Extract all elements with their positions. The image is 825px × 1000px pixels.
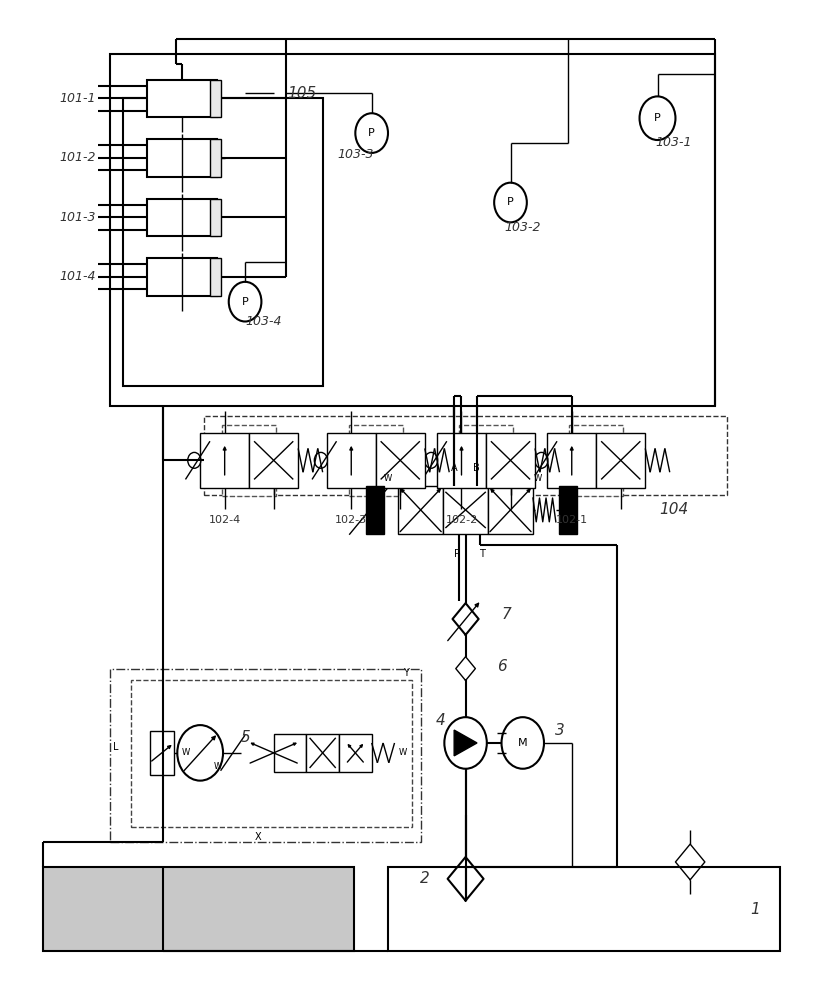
Text: W: W [214,762,222,771]
Polygon shape [454,730,477,756]
Text: 102-1: 102-1 [556,515,587,525]
Bar [398,486,443,534]
Bar [437,433,486,488]
Text: 101-3: 101-3 [59,211,96,224]
Text: P: P [654,113,661,123]
Circle shape [494,183,527,222]
Text: W: W [182,748,191,757]
Bar [147,199,216,236]
Text: 4: 4 [436,713,446,728]
Bar [130,680,412,827]
Text: 7: 7 [502,607,512,622]
Bar [147,139,216,177]
Text: 103-3: 103-3 [337,148,374,161]
Bar [222,425,276,496]
Text: P: P [242,297,248,307]
Circle shape [177,725,223,781]
Circle shape [425,452,437,468]
Text: 105: 105 [288,86,317,101]
Circle shape [445,717,487,769]
Bar [149,731,174,775]
Bar [210,80,221,117]
Bar [488,486,533,534]
Bar [596,433,645,488]
Bar [349,425,403,496]
Circle shape [502,717,544,769]
Bar [249,433,298,488]
Bar [327,433,375,488]
Bar [443,486,488,534]
Text: 102-4: 102-4 [209,515,241,525]
Text: X: X [254,832,261,842]
Text: W: W [534,474,542,483]
Bar [210,258,221,296]
Text: 101-2: 101-2 [59,151,96,164]
Circle shape [229,282,262,322]
Text: 6: 6 [497,659,507,674]
Bar [44,867,354,951]
Text: 103-2: 103-2 [505,221,541,234]
Bar [210,199,221,236]
Bar [375,433,425,488]
Text: P: P [455,549,460,559]
Text: 5: 5 [240,730,250,746]
Bar [147,80,216,117]
Text: B: B [474,463,480,473]
Text: 1: 1 [751,902,761,917]
Text: M: M [518,738,527,748]
Text: 101-4: 101-4 [59,270,96,283]
Circle shape [314,452,328,468]
Text: 102-3: 102-3 [335,515,367,525]
Bar [365,486,384,534]
Bar [547,433,596,488]
Text: 2: 2 [420,871,430,886]
Text: L: L [113,742,119,752]
Bar [486,433,535,488]
Bar [459,425,513,496]
Circle shape [639,96,676,140]
Circle shape [356,113,388,153]
Text: W: W [384,474,392,483]
Bar [111,669,421,842]
Text: 101-1: 101-1 [59,92,96,105]
Bar [210,139,221,177]
Bar [123,98,323,386]
Text: 102-2: 102-2 [446,515,478,525]
Circle shape [188,452,200,468]
Text: Y: Y [403,668,409,678]
Text: P: P [368,128,375,138]
Bar [306,734,339,772]
Text: W: W [398,748,407,757]
Bar [274,734,306,772]
Bar [205,416,727,495]
Circle shape [535,452,548,468]
Bar [147,258,216,296]
Bar [111,54,714,406]
Bar [339,734,372,772]
Bar [200,433,249,488]
Text: 103-1: 103-1 [656,136,692,149]
Text: 3: 3 [554,723,564,738]
Bar [559,486,577,534]
Bar [388,867,780,951]
Bar [569,425,623,496]
Text: A: A [451,463,458,473]
Text: 104: 104 [659,502,688,517]
Text: P: P [507,197,514,207]
Text: T: T [479,549,485,559]
Text: 103-4: 103-4 [246,315,282,328]
